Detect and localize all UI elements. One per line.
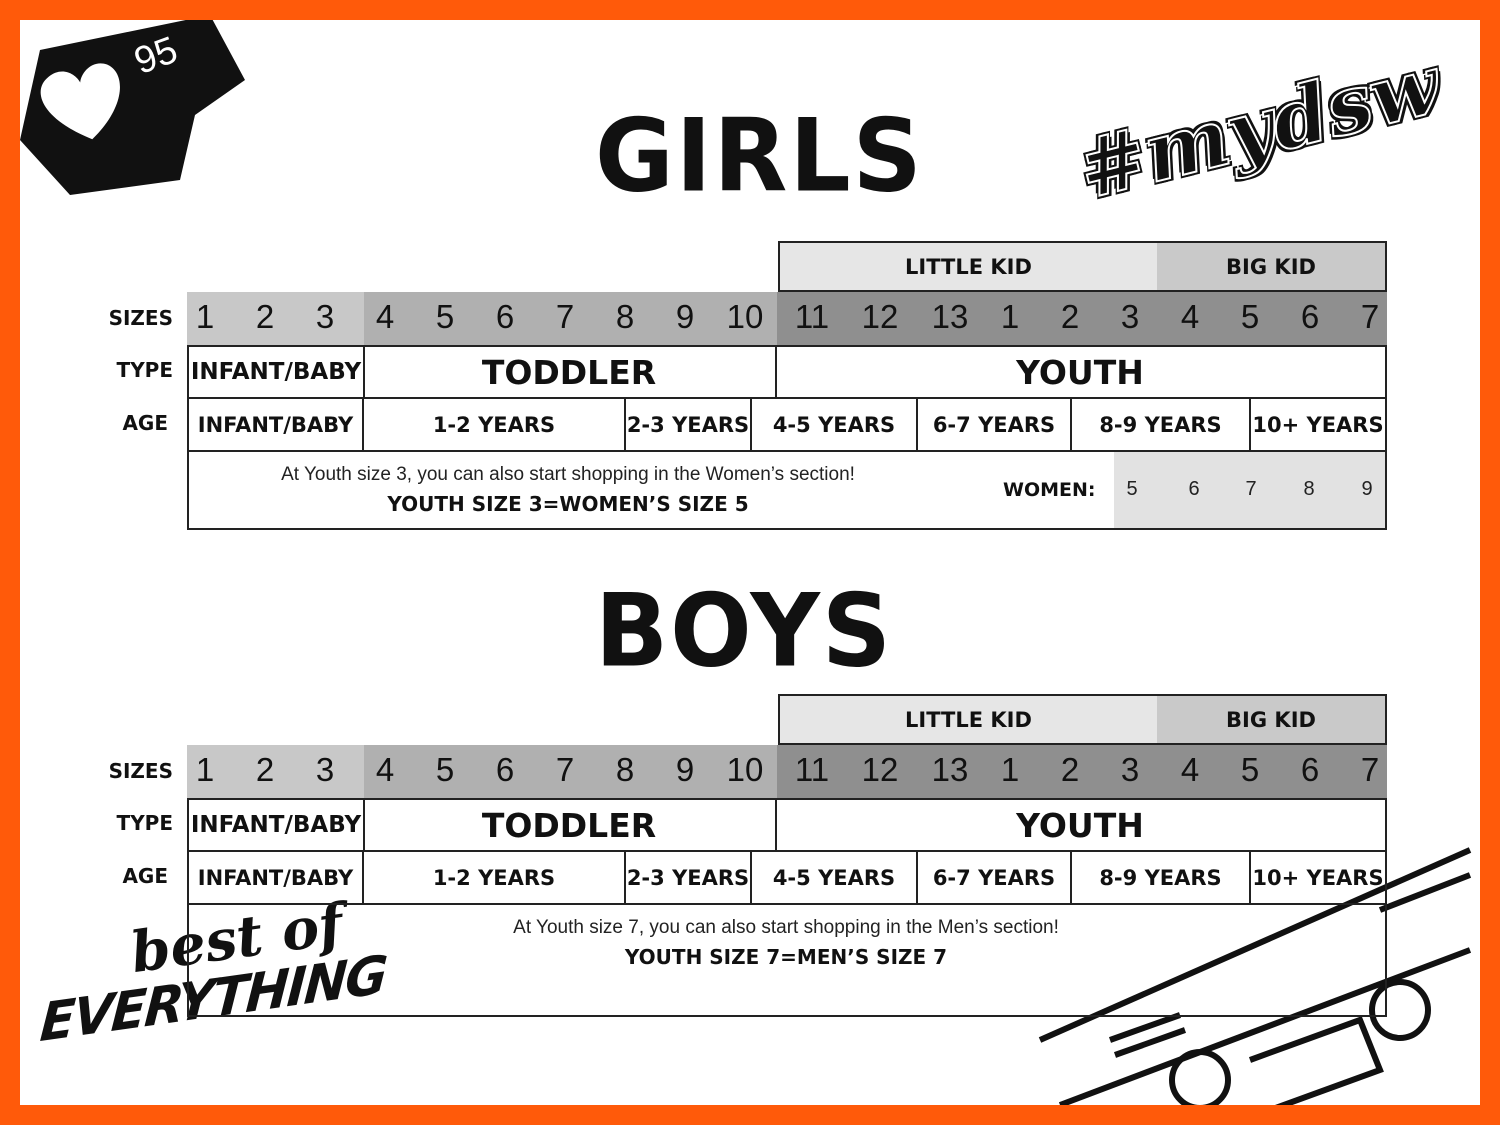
- age-cell: INFANT/BABY: [187, 850, 364, 905]
- age-cell: 2-3 YEARS: [624, 850, 752, 905]
- size-chart-page: 95 #mydsw best of EVERYTHING GIRLS LITTLE…: [20, 20, 1480, 1105]
- type-youth: YOUTH: [775, 345, 1387, 399]
- women-size-value: 9: [1361, 478, 1373, 500]
- note-bold-text: YOUTH SIZE 7=MEN’S SIZE 7: [624, 945, 948, 969]
- size-value: 1: [195, 751, 215, 788]
- size-value: 2: [1060, 298, 1080, 335]
- size-value: 4: [1180, 298, 1200, 335]
- hashtag-logo: #mydsw: [1068, 36, 1450, 218]
- note-box: [187, 450, 1387, 530]
- size-value: 4: [375, 298, 395, 335]
- sizes-bg-youth: [777, 292, 1387, 345]
- little-kid-header: LITTLE KID: [778, 694, 1159, 745]
- sizes-label: SIZES: [108, 306, 173, 330]
- size-value: 10: [726, 298, 764, 335]
- sizes-bg-youth: [777, 745, 1387, 798]
- boys-title: BOYS: [595, 572, 894, 690]
- size-value: 1: [1000, 751, 1020, 788]
- size-value: 1: [195, 298, 215, 335]
- note-text: At Youth size 3, you can also start shop…: [281, 464, 855, 485]
- size-value: 7: [1360, 751, 1380, 788]
- age-cell: 10+ YEARS: [1249, 397, 1387, 452]
- big-kid-header: BIG KID: [1157, 241, 1387, 292]
- type-youth: YOUTH: [775, 798, 1387, 852]
- type-label: TYPE: [116, 811, 173, 835]
- size-value: 10: [726, 751, 764, 788]
- size-value: 9: [675, 751, 695, 788]
- size-value: 7: [555, 298, 575, 335]
- size-value: 5: [1240, 751, 1260, 788]
- women-label: WOMEN:: [1003, 479, 1096, 501]
- size-value: 6: [495, 751, 515, 788]
- size-value: 8: [615, 751, 635, 788]
- age-cell: INFANT/BABY: [187, 397, 364, 452]
- age-label: AGE: [122, 411, 168, 435]
- size-value: 3: [315, 751, 335, 788]
- age-label: AGE: [122, 864, 168, 888]
- note-box: [187, 903, 1387, 1017]
- women-size-value: 8: [1303, 478, 1315, 500]
- age-cell: 1-2 YEARS: [362, 397, 626, 452]
- age-cell: 8-9 YEARS: [1070, 850, 1251, 905]
- size-value: 1: [1000, 298, 1020, 335]
- size-value: 6: [1300, 751, 1320, 788]
- age-cell: 10+ YEARS: [1249, 850, 1387, 905]
- size-value: 6: [495, 298, 515, 335]
- size-value: 2: [1060, 751, 1080, 788]
- age-cell: 6-7 YEARS: [916, 397, 1072, 452]
- size-value: 7: [555, 751, 575, 788]
- size-value: 5: [1240, 298, 1260, 335]
- age-cell: 2-3 YEARS: [624, 397, 752, 452]
- sizes-bg-toddler: [364, 745, 777, 798]
- size-value: 8: [615, 298, 635, 335]
- note-bold-text: YOUTH SIZE 3=WOMEN’S SIZE 5: [387, 492, 749, 516]
- size-value: 11: [794, 751, 830, 788]
- little-kid-header: LITTLE KID: [778, 241, 1159, 292]
- size-value: 13: [931, 298, 969, 335]
- size-value: 2: [255, 298, 275, 335]
- sizes-label: SIZES: [108, 759, 173, 783]
- type-toddler: TODDLER: [363, 345, 777, 399]
- women-size-value: 5: [1126, 478, 1138, 500]
- age-cell: 6-7 YEARS: [916, 850, 1072, 905]
- size-value: 11: [794, 298, 830, 335]
- sizes-bg-toddler: [364, 292, 777, 345]
- sizes-bg-infant: [187, 745, 364, 798]
- size-value: 4: [1180, 751, 1200, 788]
- type-toddler: TODDLER: [363, 798, 777, 852]
- age-cell: 4-5 YEARS: [750, 397, 918, 452]
- sizes-bg-infant: [187, 292, 364, 345]
- likes-badge: 95: [20, 20, 260, 210]
- women-size-value: 6: [1188, 478, 1200, 500]
- girls-title: GIRLS: [595, 97, 924, 215]
- age-cell: 1-2 YEARS: [362, 850, 626, 905]
- big-kid-header: BIG KID: [1157, 694, 1387, 745]
- size-value: 5: [435, 751, 455, 788]
- cassette-tape-icon: [1038, 847, 1472, 1105]
- heart-icon: [40, 63, 120, 140]
- size-value: 3: [1120, 298, 1140, 335]
- age-cell: 4-5 YEARS: [750, 850, 918, 905]
- size-value: 12: [861, 298, 899, 335]
- size-value: 2: [255, 751, 275, 788]
- age-cell: 8-9 YEARS: [1070, 397, 1251, 452]
- women-sizes-bg: [1114, 452, 1385, 528]
- women-size-value: 7: [1245, 478, 1257, 500]
- type-infant: INFANT/BABY: [187, 345, 365, 399]
- type-infant: INFANT/BABY: [187, 798, 365, 852]
- size-value: 5: [435, 298, 455, 335]
- size-value: 3: [1120, 751, 1140, 788]
- badge-shape-icon: [20, 20, 245, 195]
- size-value: 9: [675, 298, 695, 335]
- size-value: 7: [1360, 298, 1380, 335]
- size-value: 12: [861, 751, 899, 788]
- size-value: 3: [315, 298, 335, 335]
- size-value: 4: [375, 751, 395, 788]
- size-value: 6: [1300, 298, 1320, 335]
- size-value: 13: [931, 751, 969, 788]
- type-label: TYPE: [116, 358, 173, 382]
- note-text: At Youth size 7, you can also start shop…: [513, 917, 1059, 938]
